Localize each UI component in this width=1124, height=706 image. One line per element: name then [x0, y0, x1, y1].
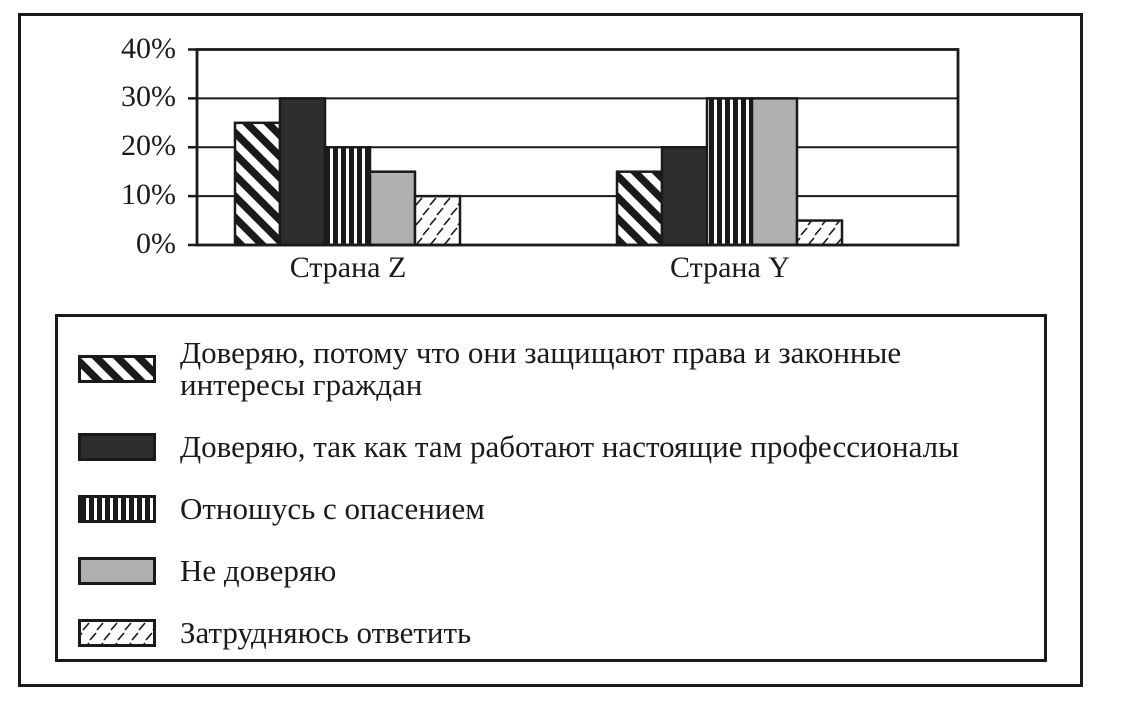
bar-diagonal-stripes [615, 170, 664, 247]
bar-solid-gray [368, 170, 417, 247]
outer-frame [18, 13, 1083, 687]
legend-item: Доверяю, потому что они защищают права и… [78, 337, 1026, 401]
legend-item: Затрудняюсь ответить [78, 617, 1026, 649]
legend-swatch-diagonal-stripes-icon [78, 355, 156, 383]
bar-vertical-stripes [323, 146, 372, 247]
bar-diagonal-dashes [413, 194, 462, 247]
category-label-country-y: Страна Y [670, 251, 790, 284]
legend-swatch-vertical-stripes-icon [78, 495, 156, 523]
y-tick-label: 10% [121, 178, 176, 212]
bar-solid-dark [278, 97, 327, 247]
legend-rows: Доверяю, потому что они защищают права и… [78, 337, 1026, 649]
legend-label: Отношусь с опасением [180, 491, 485, 526]
bar-vertical-stripes [705, 97, 754, 247]
y-tick-label: 30% [121, 80, 176, 114]
y-axis-tick-labels: 0% 10% 20% 30% 40% [60, 0, 176, 300]
legend-box: Доверяю, потому что они защищают права и… [55, 314, 1047, 662]
bar-diagonal-stripes [233, 121, 282, 247]
bar-chart-plot [188, 48, 960, 247]
legend-item: Доверяю, так как там работают настоящие … [78, 431, 1026, 463]
legend-label: Доверяю, потому что они защищают права и… [180, 335, 902, 402]
legend-label: Затрудняюсь ответить [180, 615, 472, 650]
bar-solid-dark [660, 146, 709, 247]
bar-solid-gray [750, 97, 799, 247]
legend-swatch-solid-gray-icon [78, 557, 156, 585]
y-tick-label: 20% [121, 129, 176, 163]
bar-diagonal-dashes [795, 219, 844, 247]
legend-item: Отношусь с опасением [78, 493, 1026, 525]
y-tick-label: 0% [136, 227, 176, 260]
legend-swatch-solid-dark-icon [78, 433, 156, 461]
category-label-country-z: Страна Z [289, 251, 407, 284]
legend-label: Не доверяю [180, 553, 337, 588]
legend-swatch-diagonal-dashes-icon [78, 619, 156, 647]
y-tick-label: 40% [121, 31, 176, 65]
legend-label: Доверяю, так как там работают настоящие … [180, 429, 959, 464]
legend-item: Не доверяю [78, 555, 1026, 587]
